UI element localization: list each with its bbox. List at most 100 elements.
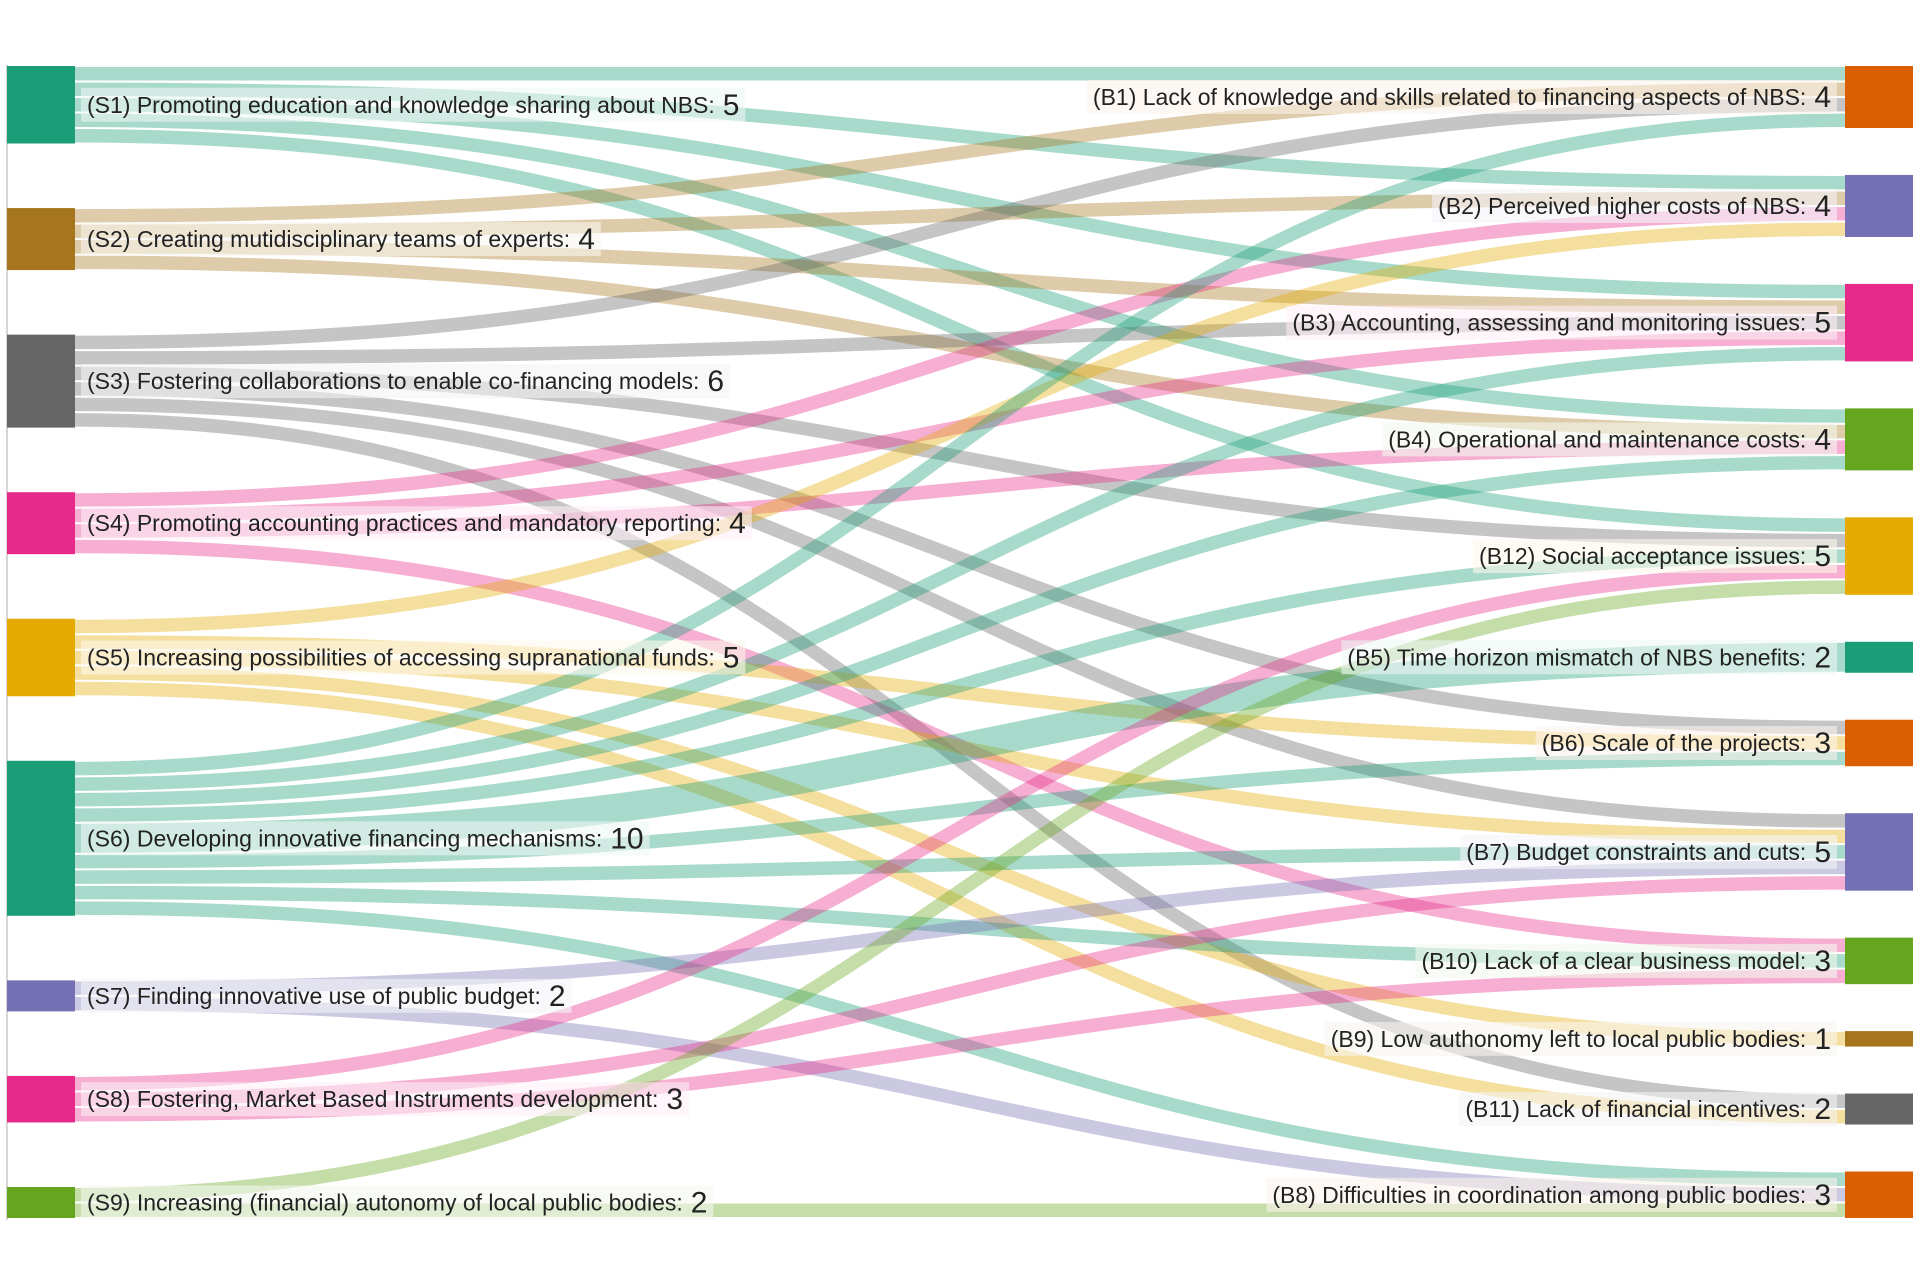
flow-s6-b3 xyxy=(74,346,1846,791)
label-backdrop-b3 xyxy=(1286,305,1837,340)
label-backdrop-b2 xyxy=(1432,188,1837,223)
flow-s3-b11 xyxy=(74,413,1846,1109)
source-node-s8 xyxy=(7,1075,75,1123)
label-backdrop-b11 xyxy=(1459,1092,1837,1127)
node-count-s9: 2 xyxy=(691,1187,708,1220)
node-label-s9: (S9) Increasing (financial) autonomy of … xyxy=(87,1190,683,1216)
node-count-s4: 4 xyxy=(729,507,746,540)
flow-s4-b3 xyxy=(74,331,1846,523)
label-backdrop-b12 xyxy=(1473,539,1837,574)
label-backdrop-b9 xyxy=(1324,1021,1837,1056)
label-group: (S1) Promoting education and knowledge s… xyxy=(81,80,1837,1220)
node-label-s2: (S2) Creating mutidisciplinary teams of … xyxy=(87,226,570,252)
node-label-s1: (S1) Promoting education and knowledge s… xyxy=(87,92,715,118)
node-label-s6: (S6) Developing innovative financing mec… xyxy=(87,825,602,851)
node-count-b10: 3 xyxy=(1814,945,1831,978)
flow-s1-b12 xyxy=(74,129,1846,532)
label-backdrop-s2 xyxy=(81,222,601,257)
label-backdrop-s3 xyxy=(81,364,731,399)
node-count-b11: 2 xyxy=(1814,1093,1831,1126)
node-label-b7: (B7) Budget constraints and cuts: xyxy=(1466,839,1806,865)
flow-s2-b4 xyxy=(74,255,1846,439)
node-label-b6: (B6) Scale of the projects: xyxy=(1542,730,1807,756)
node-label-s4: (S4) Promoting accounting practices and … xyxy=(87,510,721,536)
barrier-node-group xyxy=(1845,66,1913,1218)
label-backdrop-b10 xyxy=(1415,943,1837,978)
flow-s3-b1 xyxy=(74,98,1846,350)
barrier-node-b3 xyxy=(1845,283,1913,362)
label-backdrop-s5 xyxy=(81,640,746,675)
flow-s3-b7 xyxy=(74,397,1846,828)
flow-s8-b12 xyxy=(74,564,1846,1091)
barrier-node-b7 xyxy=(1845,813,1913,891)
label-backdrop-b1 xyxy=(1086,80,1837,114)
label-backdrop-b4 xyxy=(1382,422,1837,457)
flow-s1-b4 xyxy=(74,113,1846,423)
barrier-node-b11 xyxy=(1845,1093,1913,1125)
node-label-b8: (B8) Difficulties in coordination among … xyxy=(1272,1182,1806,1208)
flow-s9-b12 xyxy=(74,580,1846,1202)
barrier-node-b8 xyxy=(1845,1171,1913,1218)
flow-s6-b1 xyxy=(74,113,1846,776)
barrier-node-b2 xyxy=(1845,174,1913,237)
barrier-node-b10 xyxy=(1845,937,1913,985)
barrier-node-b5 xyxy=(1845,641,1913,673)
node-label-b11: (B11) Lack of financial incentives: xyxy=(1465,1096,1806,1122)
label-backdrop-b8 xyxy=(1266,1177,1837,1212)
barrier-node-b4 xyxy=(1845,408,1913,471)
node-count-s5: 5 xyxy=(723,642,740,675)
node-count-s3: 6 xyxy=(707,365,724,398)
source-node-s6 xyxy=(7,760,75,916)
label-backdrop-b6 xyxy=(1535,725,1837,760)
node-label-b3: (B3) Accounting, assessing and monitorin… xyxy=(1292,310,1806,336)
flow-s5-b2 xyxy=(74,222,1846,634)
node-count-b8: 3 xyxy=(1814,1179,1831,1212)
barrier-node-b12 xyxy=(1845,517,1913,595)
node-label-s3: (S3) Fostering collaborations to enable … xyxy=(87,368,699,394)
source-node-s9 xyxy=(7,1187,75,1218)
label-backdrop-b5 xyxy=(1341,640,1837,675)
flow-s4-b2 xyxy=(74,206,1846,507)
source-node-group xyxy=(7,66,75,1218)
barrier-node-b9 xyxy=(1845,1031,1913,1047)
node-count-s1: 5 xyxy=(723,89,740,122)
flow-s6-b4 xyxy=(74,455,1846,807)
label-backdrop-s8 xyxy=(81,1082,690,1117)
flow-s6-b8 xyxy=(74,901,1846,1186)
node-count-s7: 2 xyxy=(549,980,566,1013)
node-count-b7: 5 xyxy=(1814,836,1831,869)
node-count-b12: 5 xyxy=(1814,540,1831,573)
node-count-s6: 10 xyxy=(610,822,643,855)
node-label-s5: (S5) Increasing possibilities of accessi… xyxy=(87,645,715,671)
source-node-s2 xyxy=(7,208,75,271)
node-count-b6: 3 xyxy=(1814,727,1831,760)
source-node-s7 xyxy=(7,980,75,1012)
node-count-b5: 2 xyxy=(1814,641,1831,674)
label-backdrop-b7 xyxy=(1460,834,1837,869)
source-node-s5 xyxy=(7,618,75,697)
label-backdrop-s6 xyxy=(81,821,650,856)
node-count-b2: 4 xyxy=(1814,190,1831,223)
barrier-node-b6 xyxy=(1845,719,1913,767)
node-label-s7: (S7) Finding innovative use of public bu… xyxy=(87,983,541,1009)
node-label-b9: (B9) Low authonomy left to local public … xyxy=(1331,1026,1807,1052)
node-count-b1: 4 xyxy=(1814,81,1831,114)
node-label-b10: (B10) Lack of a clear business model: xyxy=(1422,948,1807,974)
node-label-b4: (B4) Operational and maintenance costs: xyxy=(1388,426,1806,452)
node-label-b2: (B2) Perceived higher costs of NBS: xyxy=(1438,193,1806,219)
node-label-b1: (B1) Lack of knowledge and skills relate… xyxy=(1093,84,1806,110)
node-count-s8: 3 xyxy=(666,1083,683,1116)
barrier-node-b1 xyxy=(1845,66,1913,128)
source-node-s1 xyxy=(7,66,75,144)
node-label-b12: (B12) Social acceptance issues: xyxy=(1479,543,1806,569)
label-backdrop-s9 xyxy=(81,1185,714,1220)
label-backdrop-s4 xyxy=(81,506,752,541)
node-count-b4: 4 xyxy=(1814,423,1831,456)
node-count-s2: 4 xyxy=(578,223,595,256)
flow-s3-b6 xyxy=(74,382,1846,735)
flow-s5-b9 xyxy=(74,666,1846,1046)
label-backdrop-s1 xyxy=(81,87,746,122)
flow-group xyxy=(74,66,1846,1218)
flow-s5-b11 xyxy=(74,681,1846,1124)
